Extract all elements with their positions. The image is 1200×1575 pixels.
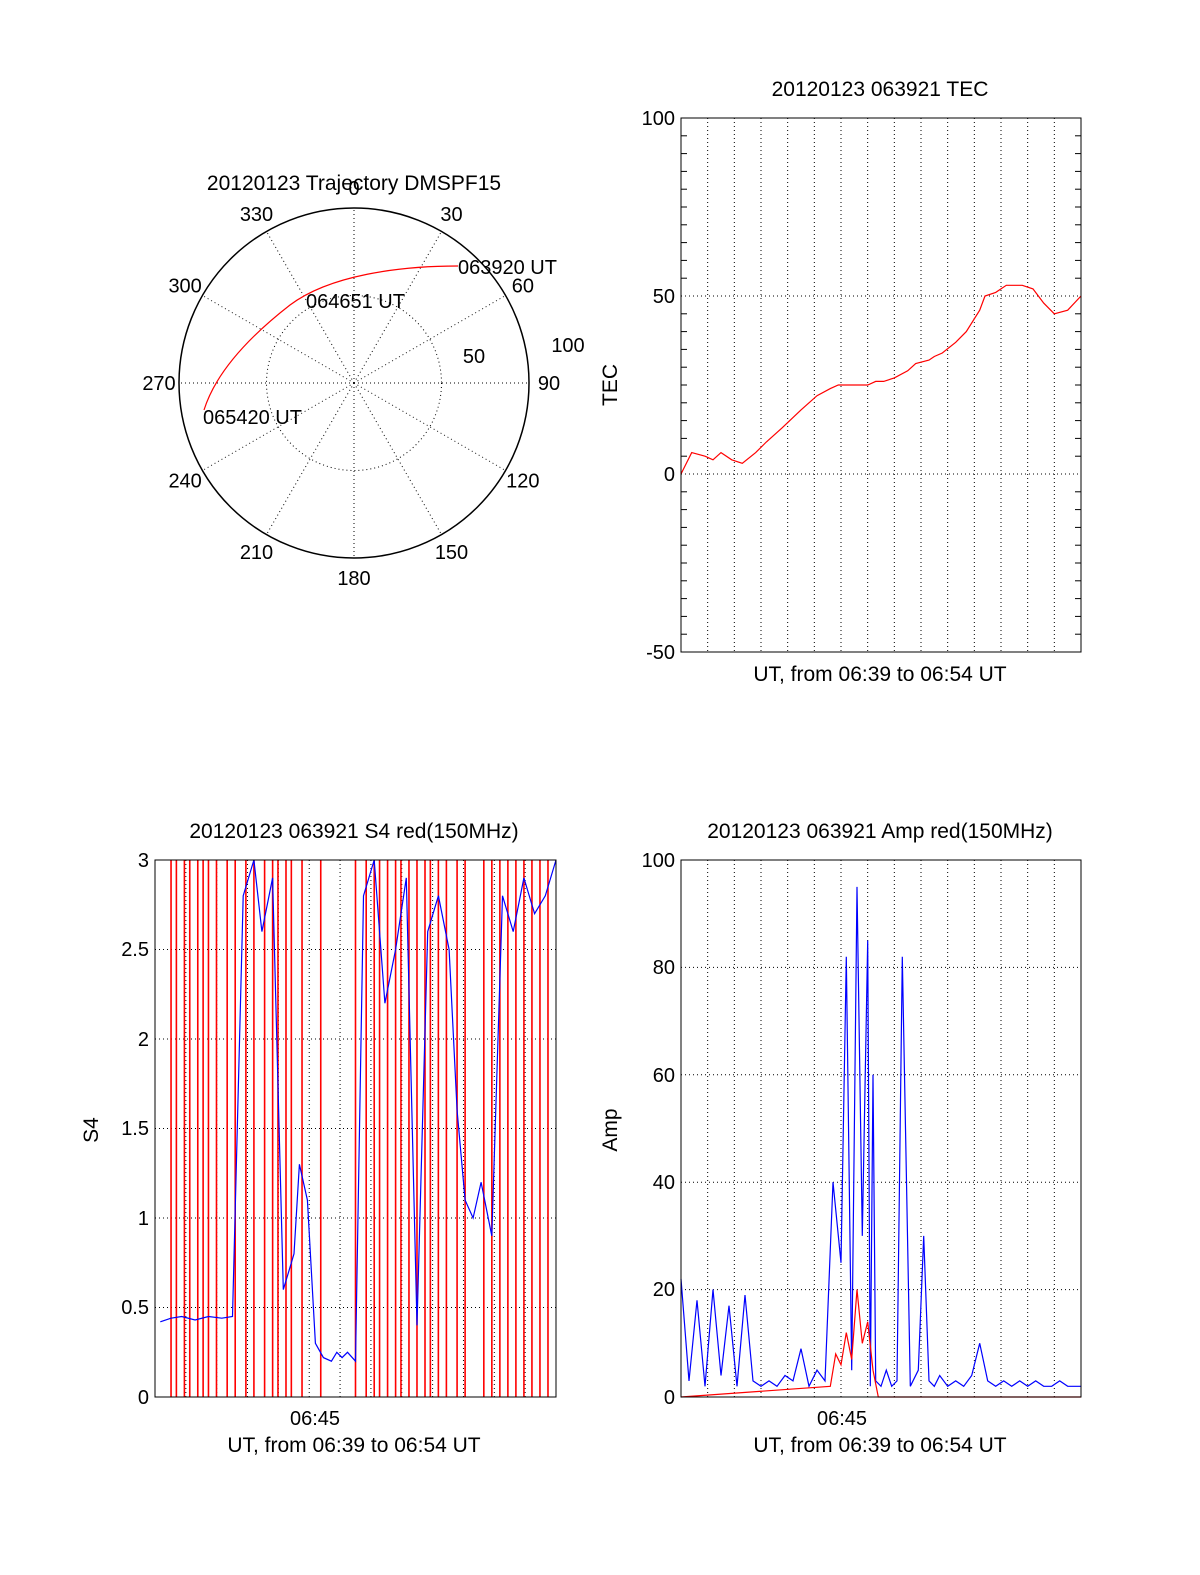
- tec-plot: 20120123 063921 TEC 100 50 0 -50 TEC UT,…: [599, 78, 1082, 686]
- amp-ytick-0: 0: [664, 1387, 675, 1409]
- polar-title: 20120123 Trajectory DMSPF15: [207, 172, 501, 195]
- s4-plot: 20120123 063921 S4 red(150MHz) 3 2.5 2 1…: [80, 820, 557, 1457]
- trajectory-end-label: 065420 UT: [203, 407, 302, 429]
- tec-ytick-neg50: -50: [646, 642, 675, 664]
- radial-label-100: 100: [551, 335, 584, 357]
- amp-ytick-20: 20: [653, 1279, 675, 1301]
- tec-ylabel: TEC: [599, 364, 622, 406]
- polar-spoke: [353, 382, 442, 535]
- amp-ylabel: Amp: [599, 1108, 622, 1151]
- amp-title: 20120123 063921 Amp red(150MHz): [707, 820, 1053, 843]
- s4-blue-series-line: [160, 859, 557, 1363]
- s4-ylabel: S4: [80, 1117, 103, 1143]
- amp-grid: [681, 860, 1081, 1397]
- polar-outer-circle: [178, 207, 530, 559]
- trajectory-line: [203, 265, 459, 411]
- amp-blue-series-line: [680, 886, 1081, 1389]
- polar-angle-label: 240: [168, 471, 201, 493]
- amp-xlabel: UT, from 06:39 to 06:54 UT: [753, 1434, 1006, 1457]
- radial-label-50: 50: [463, 346, 485, 368]
- polar-grid: [179, 208, 529, 558]
- tec-xlabel: UT, from 06:39 to 06:54 UT: [753, 663, 1006, 686]
- tec-plot-frame: [680, 117, 1082, 653]
- polar-angle-label: 330: [240, 204, 273, 226]
- s4-ytick-0.5: 0.5: [121, 1297, 149, 1319]
- s4-red-series: [170, 860, 549, 1397]
- s4-xtick-0645: 06:45: [290, 1408, 340, 1430]
- amp-ytick-80: 80: [653, 957, 675, 979]
- s4-plot-frame: [154, 859, 557, 1398]
- s4-ytick-2: 2: [138, 1029, 149, 1051]
- s4-ytick-2.5: 2.5: [121, 939, 149, 961]
- amp-ytick-40: 40: [653, 1172, 675, 1194]
- trajectory-start-label: 063920 UT: [458, 257, 557, 279]
- polar-angle-label: 60: [512, 276, 534, 298]
- amp-xtick-0645: 06:45: [817, 1408, 867, 1430]
- polar-angle-label: 150: [435, 542, 468, 564]
- tec-ytick-50: 50: [653, 286, 675, 308]
- polar-spoke: [266, 382, 355, 535]
- s4-ytick-3: 3: [138, 850, 149, 872]
- polar-angle-label: 120: [506, 471, 539, 493]
- amp-plot-frame: [680, 859, 1082, 1398]
- polar-range-ring: [266, 295, 442, 471]
- tec-title: 20120123 063921 TEC: [772, 78, 989, 101]
- polar-angle-label: 90: [538, 373, 560, 395]
- trajectory-mid-label: 064651 UT: [306, 291, 405, 313]
- s4-ytick-1.5: 1.5: [121, 1118, 149, 1140]
- polar-angle-label: 300: [168, 276, 201, 298]
- polar-spoke: [353, 382, 506, 471]
- tec-ytick-100: 100: [642, 108, 675, 130]
- polar-angle-label: 0: [348, 178, 359, 200]
- tec-series-line: [680, 284, 1082, 475]
- polar-angle-label: 30: [440, 204, 462, 226]
- polar-angle-labels: 0 30 60 90 120 150 180 210 240 270 300 330: [142, 178, 560, 590]
- amp-plot: 20120123 063921 Amp red(150MHz) 100 80 6…: [599, 820, 1082, 1457]
- amp-ytick-60: 60: [653, 1065, 675, 1087]
- s4-ytick-1: 1: [138, 1208, 149, 1230]
- s4-xlabel: UT, from 06:39 to 06:54 UT: [227, 1434, 480, 1457]
- polar-angle-label: 270: [142, 373, 175, 395]
- tec-ytick-0: 0: [664, 464, 675, 486]
- s4-title: 20120123 063921 S4 red(150MHz): [189, 820, 518, 843]
- tec-minor-ticks: [681, 135, 1081, 635]
- s4-ytick-0: 0: [138, 1387, 149, 1409]
- tec-grid: [681, 118, 1081, 652]
- polar-trajectory-plot: 20120123 Trajectory DMSPF15 0 30 60 90 120 15…: [142, 172, 584, 590]
- polar-angle-label: 180: [337, 568, 370, 590]
- amp-ytick-100: 100: [642, 850, 675, 872]
- polar-angle-label: 210: [240, 542, 273, 564]
